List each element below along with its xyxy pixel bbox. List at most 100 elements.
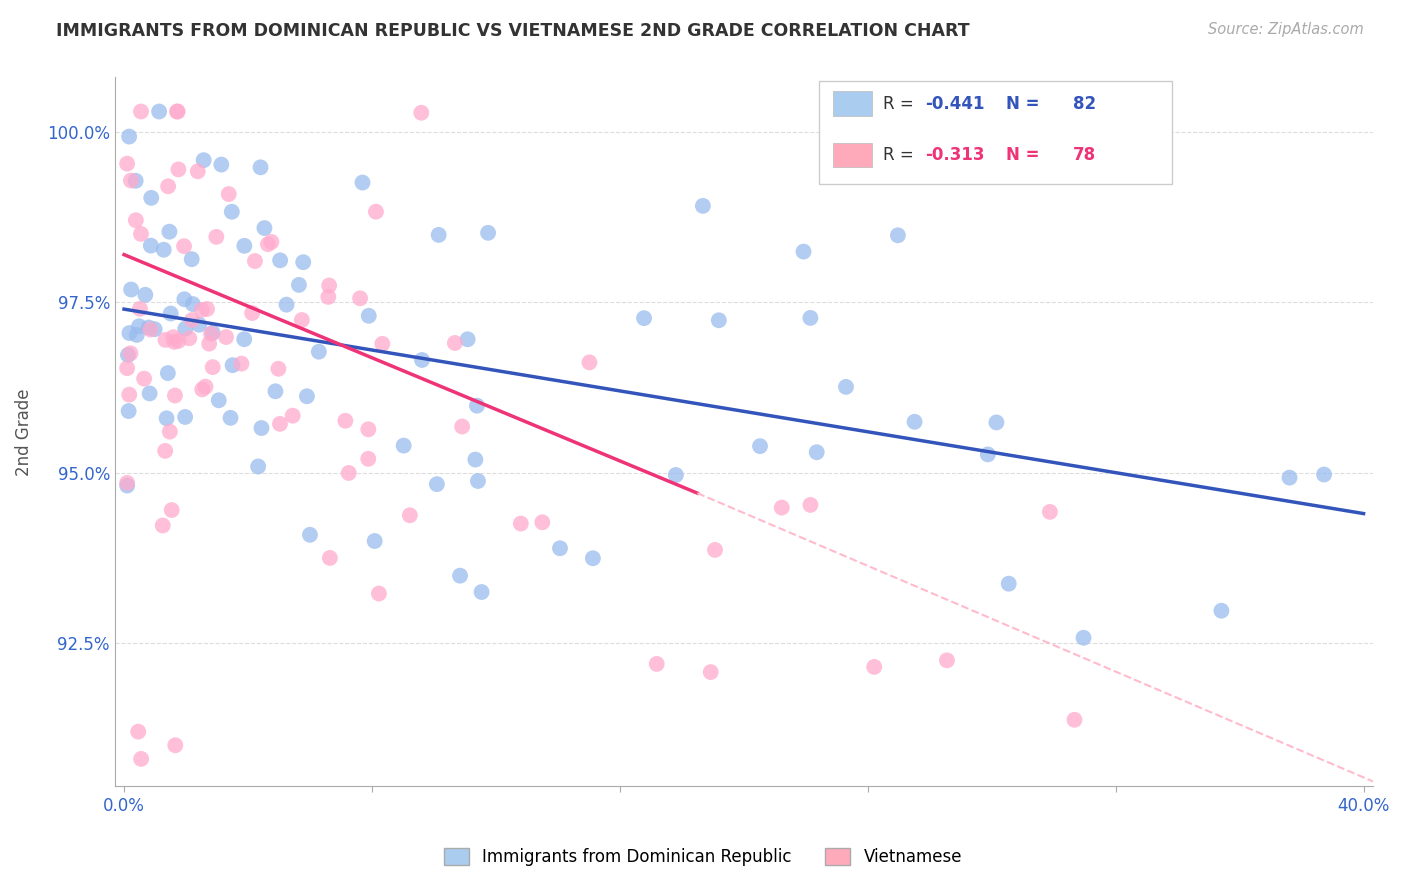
Point bbox=[128, 319, 150, 334]
Point bbox=[138, 386, 160, 401]
Point bbox=[243, 254, 266, 268]
Text: -0.313: -0.313 bbox=[925, 146, 984, 164]
Point bbox=[233, 239, 256, 253]
Point bbox=[117, 348, 139, 362]
Point bbox=[357, 451, 380, 466]
Point bbox=[792, 244, 814, 259]
Point bbox=[167, 162, 190, 177]
Point bbox=[692, 199, 714, 213]
Point bbox=[143, 322, 166, 336]
Text: Source: ZipAtlas.com: Source: ZipAtlas.com bbox=[1208, 22, 1364, 37]
Point bbox=[221, 204, 243, 219]
Point bbox=[129, 104, 152, 119]
Point bbox=[179, 331, 201, 345]
Point bbox=[157, 225, 180, 239]
Point bbox=[835, 380, 858, 394]
Point bbox=[335, 414, 357, 428]
Point bbox=[427, 227, 450, 242]
Point bbox=[936, 653, 959, 667]
Point bbox=[155, 333, 177, 347]
Point bbox=[155, 411, 177, 425]
Point bbox=[364, 204, 387, 219]
Point bbox=[173, 292, 195, 306]
Point bbox=[704, 542, 727, 557]
Point bbox=[582, 551, 605, 566]
Point bbox=[191, 383, 214, 397]
Point bbox=[276, 298, 298, 312]
Point bbox=[291, 313, 314, 327]
Point bbox=[269, 253, 291, 268]
Point bbox=[267, 361, 290, 376]
Point bbox=[337, 466, 360, 480]
Point bbox=[464, 452, 486, 467]
Point bbox=[806, 445, 828, 459]
Point bbox=[167, 334, 190, 348]
Point bbox=[548, 541, 571, 556]
Point bbox=[166, 104, 188, 119]
Point bbox=[770, 500, 793, 515]
Point bbox=[174, 409, 197, 424]
Point bbox=[281, 409, 304, 423]
Point bbox=[115, 475, 138, 490]
Text: N =: N = bbox=[1007, 146, 1045, 164]
Point bbox=[194, 379, 217, 393]
Point bbox=[295, 389, 318, 403]
Point bbox=[292, 255, 315, 269]
Point bbox=[240, 306, 263, 320]
Point bbox=[799, 310, 821, 325]
Point bbox=[190, 302, 212, 317]
Point bbox=[318, 290, 340, 304]
Point bbox=[233, 332, 256, 346]
Point bbox=[257, 237, 280, 252]
Point bbox=[219, 410, 242, 425]
Point bbox=[977, 447, 1000, 461]
Point bbox=[318, 278, 340, 293]
Point bbox=[298, 528, 321, 542]
Point bbox=[1063, 713, 1085, 727]
Point bbox=[451, 419, 474, 434]
Point bbox=[426, 477, 449, 491]
Point bbox=[707, 313, 730, 327]
Point bbox=[799, 498, 821, 512]
Point bbox=[181, 313, 204, 327]
Point bbox=[129, 301, 152, 316]
Point bbox=[120, 346, 142, 360]
Point bbox=[129, 227, 152, 241]
Point bbox=[319, 551, 342, 566]
Point bbox=[156, 366, 179, 380]
Y-axis label: 2nd Grade: 2nd Grade bbox=[15, 388, 32, 475]
Point bbox=[125, 327, 148, 342]
Point bbox=[215, 330, 238, 344]
Point bbox=[471, 585, 494, 599]
Point bbox=[209, 158, 232, 172]
Point bbox=[363, 534, 385, 549]
Text: R =: R = bbox=[883, 146, 918, 164]
Point bbox=[231, 357, 253, 371]
Point bbox=[260, 235, 283, 249]
Point bbox=[125, 213, 148, 227]
Point bbox=[371, 336, 394, 351]
Point bbox=[352, 176, 374, 190]
Point bbox=[264, 384, 287, 399]
Point bbox=[986, 416, 1008, 430]
Point bbox=[134, 287, 156, 301]
Point bbox=[174, 321, 197, 335]
Point bbox=[457, 332, 479, 346]
Point bbox=[153, 443, 176, 458]
Text: -0.441: -0.441 bbox=[925, 95, 984, 112]
Point bbox=[1073, 631, 1095, 645]
Point bbox=[578, 355, 600, 369]
Point bbox=[117, 404, 139, 418]
Point bbox=[159, 306, 181, 320]
Point bbox=[115, 156, 138, 170]
Point bbox=[201, 326, 224, 340]
Point bbox=[129, 752, 152, 766]
Point bbox=[218, 187, 240, 202]
Text: 82: 82 bbox=[1073, 95, 1097, 112]
Point bbox=[115, 361, 138, 376]
Point bbox=[200, 326, 222, 341]
Point bbox=[160, 503, 183, 517]
Point bbox=[465, 399, 488, 413]
Point bbox=[269, 417, 291, 431]
Point bbox=[449, 568, 471, 582]
